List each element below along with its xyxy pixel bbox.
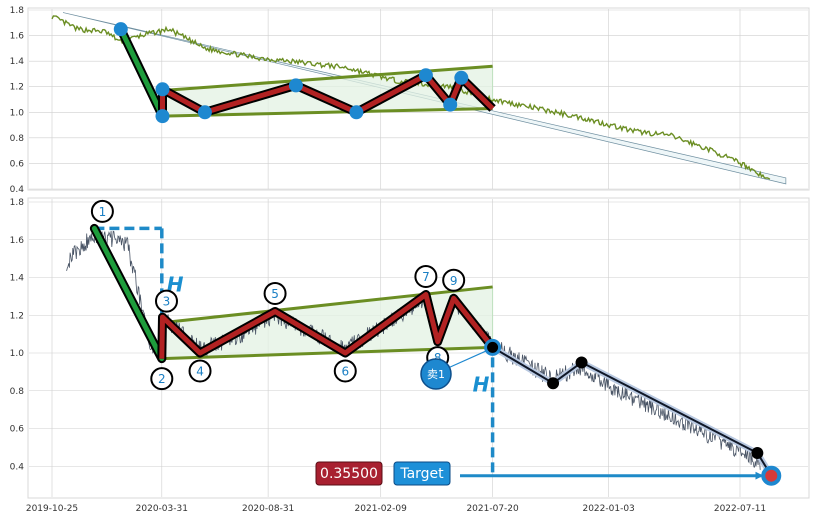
point-label-2: 2 xyxy=(158,372,166,386)
point-label-circle xyxy=(442,268,466,292)
point-label-circle xyxy=(154,289,178,313)
target-marker xyxy=(761,465,782,486)
point-label-circle xyxy=(90,199,114,223)
bottom-y-tick-label: 1.8 xyxy=(10,198,25,208)
sell-pointer xyxy=(447,349,488,369)
target-box xyxy=(393,461,451,486)
bottom-y-tick-label: 1.6 xyxy=(10,236,25,246)
point-label-circle xyxy=(414,264,438,288)
top-pattern-layer xyxy=(113,22,496,124)
bottom-y-ticks: 0.4 0.6 0.8 1.0 1.2 1.4 1.6 1.8 xyxy=(10,198,25,472)
top-marker xyxy=(155,109,170,124)
breakout-ring xyxy=(484,338,502,356)
point-label-8: 8 xyxy=(434,351,442,365)
bottom-x-ticks: 2019-10-25 2020-03-31 2020-08-31 2021-02-09… xyxy=(26,504,766,514)
black-dot xyxy=(575,356,588,369)
point-label-4: 4 xyxy=(196,365,204,379)
point-label-7: 7 xyxy=(422,270,430,284)
top-y-tick-label: 0.6 xyxy=(10,159,25,169)
bottom-pattern-layer xyxy=(89,223,497,364)
top-marker xyxy=(418,68,433,83)
point-label-5: 5 xyxy=(271,287,279,301)
top-y-tick-label: 1.0 xyxy=(10,108,25,118)
point-label-circle xyxy=(150,367,174,391)
point-label-circle xyxy=(333,359,357,383)
top-marker xyxy=(443,97,458,112)
top-marker xyxy=(155,82,170,97)
measure-h1-label: H xyxy=(167,273,184,297)
bottom-x-tick-label: 2021-02-09 xyxy=(355,504,408,514)
bottom-drop-leg xyxy=(91,225,165,362)
black-dot xyxy=(751,447,764,460)
bottom-price-line xyxy=(66,227,761,470)
top-marker xyxy=(454,70,469,85)
bottom-y-tick-label: 0.4 xyxy=(10,462,25,472)
top-marker xyxy=(113,22,128,37)
price-box xyxy=(315,461,383,486)
top-marker xyxy=(288,78,303,93)
top-y-tick-label: 1.4 xyxy=(10,57,25,67)
bottom-y-tick-label: 1.2 xyxy=(10,311,24,321)
price-box-label: 0.35500 xyxy=(320,466,378,482)
bottom-x-tick-label: 2022-01-03 xyxy=(582,504,634,514)
bottom-y-tick-label: 1.0 xyxy=(10,349,25,359)
top-marker xyxy=(197,105,212,120)
target-box-label: Target xyxy=(399,466,444,482)
bottom-panel: 0.4 0.6 0.8 1.0 1.2 1.4 1.6 1.8 2019-10-25 2020-… xyxy=(10,197,810,514)
bottom-channel-upper xyxy=(161,285,493,325)
top-channel-upper xyxy=(162,64,493,93)
black-dot xyxy=(547,377,560,390)
top-y-ticks: 0.4 0.6 0.8 1.0 1.2 1.4 1.6 1.8 xyxy=(10,6,25,195)
top-marker xyxy=(349,105,364,120)
bottom-x-tick-label: 2021-07-20 xyxy=(466,504,519,514)
point-label-9: 9 xyxy=(450,274,458,288)
bottom-x-tick-label: 2022-07-11 xyxy=(714,504,766,514)
point-label-circle xyxy=(188,359,212,383)
top-y-tick-label: 0.4 xyxy=(10,185,25,195)
bottom-x-tick-label: 2019-10-25 xyxy=(26,504,78,514)
top-y-tick-label: 0.8 xyxy=(10,134,25,144)
point-label-circle xyxy=(263,281,287,305)
bottom-breakdown-layer xyxy=(484,338,782,486)
bottom-x-tick-label: 2020-03-31 xyxy=(136,504,188,514)
bottom-y-tick-label: 1.4 xyxy=(10,274,25,284)
bottom-y-tick-label: 0.8 xyxy=(10,387,25,397)
top-panel: 0.4 0.6 0.8 1.0 1.2 1.4 1.6 1.8 xyxy=(10,6,810,195)
black-dot xyxy=(486,341,499,354)
point-label-1: 1 xyxy=(99,205,107,219)
top-y-tick-label: 1.6 xyxy=(10,32,25,42)
sell-marker-circle xyxy=(420,358,452,390)
top-channel-lower xyxy=(162,106,493,118)
bottom-annotations: 卖1 0.35500 Target xyxy=(315,349,488,486)
top-drop-leg xyxy=(118,26,165,119)
bottom-zigzag xyxy=(159,292,495,359)
bottom-y-tick-label: 0.6 xyxy=(10,425,25,435)
sell-marker-label: 卖1 xyxy=(427,368,445,381)
top-y-tick-label: 1.2 xyxy=(10,83,24,93)
point-label-6: 6 xyxy=(341,365,349,379)
point-label-3: 3 xyxy=(163,295,171,309)
bottom-x-tick-label: 2020-08-31 xyxy=(242,504,294,514)
top-y-tick-label: 1.8 xyxy=(10,6,25,16)
measure-h2-label: H xyxy=(473,372,490,396)
